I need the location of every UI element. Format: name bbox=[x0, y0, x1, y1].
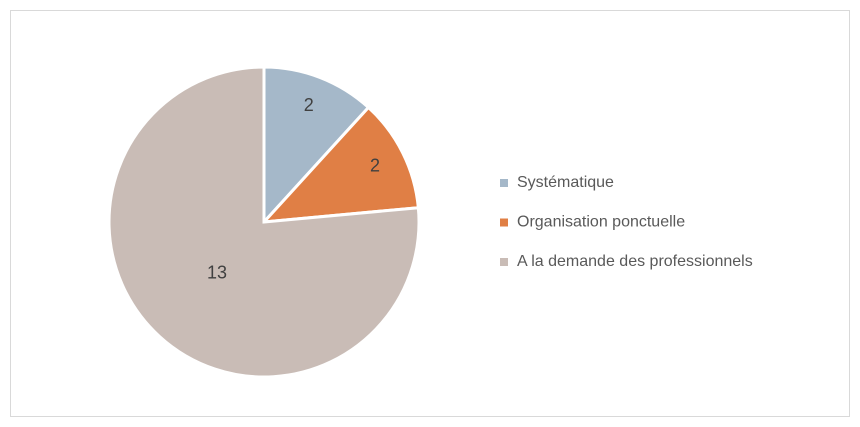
legend-label: Systématique bbox=[517, 174, 614, 191]
data-label: 2 bbox=[304, 95, 314, 115]
pie-slice bbox=[260, 105, 420, 224]
legend-swatch bbox=[500, 218, 508, 227]
legend-label: Organisation ponctuelle bbox=[517, 214, 685, 231]
pie-slice bbox=[262, 65, 371, 226]
pie-slice bbox=[107, 65, 421, 379]
legend-label: A la demande des professionnels bbox=[517, 253, 753, 270]
legend-swatch bbox=[500, 258, 508, 266]
data-label: 2 bbox=[370, 155, 380, 175]
data-label: 13 bbox=[207, 262, 227, 282]
legend-swatch bbox=[500, 179, 508, 187]
